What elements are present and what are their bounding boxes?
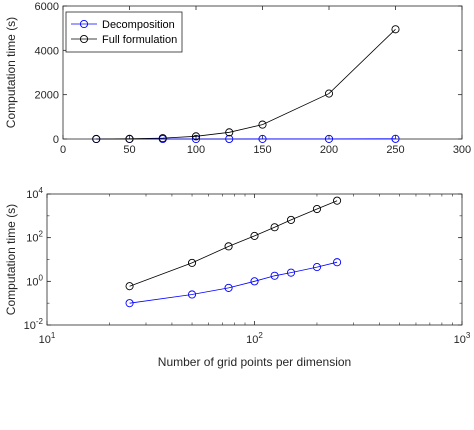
x-tick-label: 100 [187,144,205,156]
y-tick-label: 104 [26,186,43,201]
data-point [324,89,334,98]
legend-marker [79,34,89,44]
y-tick-label: 100 [26,273,43,288]
data-point [187,258,197,267]
y-tick-label: 10-2 [24,317,44,332]
data-point [333,258,342,267]
y-tick-label: 4000 [35,45,59,57]
x-tick-label: 300 [453,144,471,156]
data-point [258,134,267,143]
data-point [225,128,234,137]
x-tick-label: 0 [60,144,66,156]
x-tick-label-exp: 2 [258,331,263,340]
y-tick-label-base: 10 [26,189,38,201]
x-tick-label: 200 [320,144,338,156]
data-point [125,299,134,308]
x-tick-label: 101 [39,331,56,346]
axes-box [46,193,463,326]
x-tick-label: 250 [386,144,404,156]
x-axis-label: Number of grid points per dimension [158,355,351,369]
y-tick-label: 6000 [35,1,59,13]
legend-label: Decomposition [102,19,175,31]
series-line-1 [96,29,396,140]
x-tick-label-base: 10 [454,334,466,346]
y-tick-label-exp: 0 [39,273,44,282]
data-point [312,204,322,214]
y-tick-label-exp: -2 [36,317,44,326]
data-point [333,196,342,205]
x-tick-label-exp: 3 [466,331,471,340]
legend: Decomposition Full formulation [65,11,183,53]
data-point [250,277,259,286]
y-tick-label-exp: 2 [39,230,44,239]
legend-box [65,11,183,53]
y-axis-label: Computation time (s) [4,17,18,128]
data-point [225,134,234,144]
y-tick-label: 0 [53,134,59,146]
y-tick-label-base: 10 [26,233,38,245]
x-tick-label: 150 [253,144,271,156]
data-point [312,263,322,272]
data-point [224,242,233,251]
x-tick-label-exp: 1 [51,331,56,340]
legend-label: Full formulation [102,34,177,46]
y-tick-label: 102 [26,230,43,245]
data-point [258,120,267,129]
data-point [125,282,134,291]
data-point [324,134,334,143]
data-point [125,134,134,143]
y-axis-label: Computation time (s) [4,204,18,315]
y-tick-label-base: 10 [26,276,38,288]
top-linear-plot: 0 50 100 150 200 250 300 0 2000 4000 6000 Computati… [4,1,471,156]
y-tick-label-exp: 4 [39,186,44,195]
y-tick-label-base: 10 [24,320,36,332]
legend-marker [79,19,89,29]
x-tick-label: 50 [123,144,135,156]
data-point [191,132,201,141]
series-line-0 [129,261,338,304]
data-point [224,283,233,292]
data-point [270,271,279,280]
y-tick-label: 2000 [35,90,59,102]
data-point [391,134,400,143]
data-point [270,223,279,232]
data-point [286,268,296,277]
x-tick-label-base: 10 [246,334,258,346]
x-tick-label: 103 [454,331,471,346]
data-point [191,134,201,144]
data-point [92,134,101,144]
x-tick-label-base: 10 [39,334,51,346]
data-point [187,290,197,299]
data-point [286,215,296,224]
x-tick-label: 102 [246,331,263,346]
data-point [158,134,167,143]
data-point [391,25,400,34]
series-line-1 [129,200,338,287]
data-point [250,231,259,240]
